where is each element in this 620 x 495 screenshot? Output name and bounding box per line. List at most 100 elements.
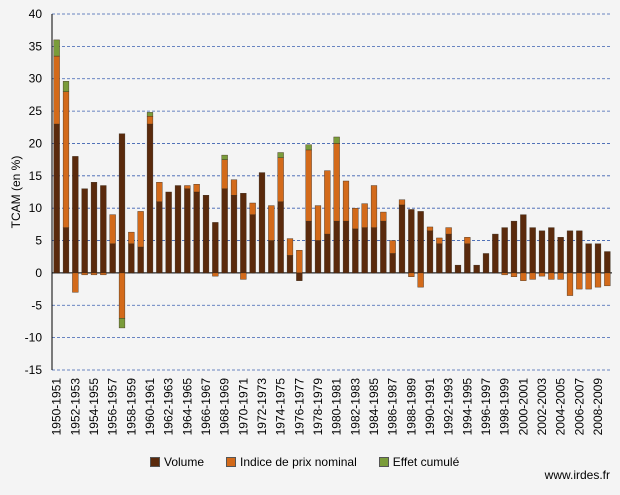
x-tick-label: 1968-1969 (218, 378, 232, 436)
legend-label-cumulative-effect: Effet cumulé (392, 455, 460, 469)
bar-volume (90, 182, 98, 274)
bar-volume (324, 233, 331, 274)
legend-swatch-cumulative-effect (378, 457, 389, 467)
bar-volume (436, 243, 443, 274)
bar-indice-de-prix-nominal (576, 272, 583, 290)
bar-indice-de-prix-nominal (249, 202, 256, 215)
bar-volume (72, 156, 79, 274)
bar-volume (585, 243, 592, 274)
bar-volume (342, 220, 350, 274)
bar-volume (81, 188, 88, 274)
x-tick-label: 1966-1967 (199, 378, 213, 436)
y-axis-label: TCAM (en %) (9, 156, 23, 229)
bar-volume (408, 209, 415, 274)
bar-indice-de-prix-nominal (370, 185, 378, 228)
bar-volume (426, 230, 434, 274)
bar-indice-de-prix-nominal (342, 180, 350, 222)
bar-volume (510, 220, 518, 274)
bar-effet-cumul- (146, 112, 154, 117)
bar-indice-de-prix-nominal (585, 272, 592, 290)
y-tick-label: 0 (35, 266, 42, 280)
bar-volume (314, 240, 322, 274)
x-tick-label: 2000-2001 (516, 378, 530, 436)
legend-item-volume: Volume (150, 455, 204, 469)
y-tick-label: 35 (29, 39, 43, 53)
bar-volume (165, 191, 172, 274)
bar-indice-de-prix-nominal (604, 272, 611, 287)
x-tick-label: 1990-1991 (423, 378, 437, 436)
bar-indice-de-prix-nominal (230, 179, 238, 196)
bar-indice-de-prix-nominal (109, 214, 116, 244)
bar-volume (305, 220, 312, 274)
bar-volume (548, 227, 555, 274)
bar-indice-de-prix-nominal (445, 227, 452, 235)
bar-indice-de-prix-nominal (314, 205, 322, 241)
bar-volume (230, 195, 238, 274)
y-tick-label: -10 (25, 331, 43, 345)
bar-volume (268, 240, 275, 274)
bar-indice-de-prix-nominal (286, 238, 294, 256)
x-tick-label: 1998-1999 (498, 378, 512, 436)
legend-item-price-index: Indice de prix nominal (226, 455, 357, 469)
bar-volume (109, 243, 116, 274)
bar-volume (380, 220, 387, 274)
bar-indice-de-prix-nominal (305, 149, 312, 222)
y-tick-label: 25 (29, 104, 43, 118)
bar-indice-de-prix-nominal (277, 157, 284, 202)
bar-volume (417, 211, 424, 274)
bar-volume (184, 188, 191, 274)
bar-indice-de-prix-nominal (212, 272, 219, 277)
bar-volume (53, 123, 60, 274)
x-tick-label: 1960-1961 (143, 378, 157, 436)
bar-volume (296, 272, 303, 281)
bar-volume (482, 253, 490, 274)
bar-indice-de-prix-nominal (193, 184, 200, 193)
bar-effet-cumul- (333, 136, 340, 144)
bar-indice-de-prix-nominal (566, 272, 574, 296)
bar-indice-de-prix-nominal (184, 185, 191, 189)
bar-indice-de-prix-nominal (333, 143, 340, 222)
bar-indice-de-prix-nominal (557, 272, 564, 280)
bar-volume (492, 233, 499, 274)
x-tick-label: 1962-1963 (162, 378, 176, 436)
legend: Volume Indice de prix nominal Effet cumu… (150, 455, 459, 469)
bar-effet-cumul- (118, 318, 126, 329)
x-tick-label: 1974-1975 (274, 378, 288, 436)
bar-volume (118, 133, 126, 274)
x-tick-label: 1954-1955 (87, 378, 101, 436)
bar-indice-de-prix-nominal (510, 272, 518, 277)
bar-volume (538, 230, 546, 274)
x-tick-label: 1952-1953 (68, 378, 82, 436)
x-tick-label: 1996-1997 (479, 378, 493, 436)
bar-volume (333, 220, 340, 274)
bar-indice-de-prix-nominal (128, 231, 135, 244)
bar-volume (576, 230, 583, 274)
y-tick-label: 15 (29, 169, 43, 183)
bar-volume (604, 251, 611, 274)
x-tick-label: 1972-1973 (255, 378, 269, 436)
legend-label-volume: Volume (164, 455, 205, 469)
bar-indice-de-prix-nominal (240, 272, 247, 280)
legend-swatch-price-index (226, 457, 237, 467)
bar-indice-de-prix-nominal (90, 272, 98, 276)
bar-indice-de-prix-nominal (520, 272, 527, 281)
bar-indice-de-prix-nominal (324, 170, 331, 235)
legend-label-price-index: Indice de prix nominal (240, 455, 357, 469)
x-tick-label: 1970-1971 (236, 378, 250, 436)
bar-effet-cumul- (53, 39, 60, 57)
bar-indice-de-prix-nominal (529, 272, 536, 280)
bar-volume (454, 264, 462, 274)
bar-volume (529, 227, 536, 274)
bar-effet-cumul- (277, 152, 284, 158)
bar-effet-cumul- (62, 81, 70, 92)
bar-volume (520, 214, 527, 274)
bar-volume (594, 243, 602, 274)
x-tick-label: 1994-1995 (460, 378, 474, 436)
bar-volume (100, 185, 107, 274)
bar-volume (473, 264, 480, 274)
bar-volume (464, 243, 471, 274)
x-tick-label: 1986-1987 (386, 378, 400, 436)
legend-swatch-volume (150, 457, 160, 467)
bar-indice-de-prix-nominal (156, 182, 163, 202)
